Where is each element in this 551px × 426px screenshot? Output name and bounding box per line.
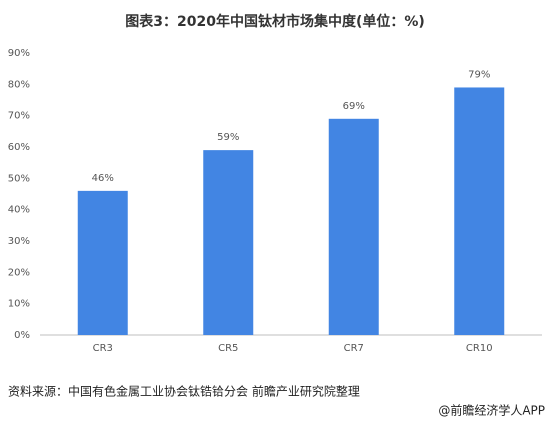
bar	[454, 87, 505, 335]
y-tick-label: 80%	[8, 79, 30, 90]
chart-title: 图表3：2020年中国钛材市场集中度(单位：%)	[125, 13, 425, 30]
y-tick-label: 30%	[8, 236, 30, 247]
value-label: 79%	[468, 69, 490, 80]
x-tick-label: CR7	[344, 343, 364, 354]
value-label: 59%	[217, 132, 239, 143]
x-tick-label: CR10	[466, 343, 493, 354]
y-tick-label: 40%	[8, 205, 30, 216]
bar	[328, 118, 379, 335]
x-tick-label: CR5	[218, 343, 238, 354]
value-label: 69%	[343, 101, 365, 112]
bar	[203, 150, 254, 335]
y-tick-label: 20%	[8, 267, 30, 278]
y-tick-label: 0%	[14, 330, 30, 341]
y-tick-label: 60%	[8, 142, 30, 153]
source: 资料来源：中国有色金属工业协会钛锆铪分会 前瞻产业研究院整理	[8, 384, 360, 399]
y-tick-label: 90%	[8, 48, 30, 59]
footer: @前瞻经济学人APP	[438, 403, 545, 418]
bar	[77, 190, 128, 335]
y-tick-label: 50%	[8, 173, 30, 184]
y-tick-label: 10%	[8, 299, 30, 310]
x-tick-label: CR3	[93, 343, 113, 354]
value-label: 46%	[92, 173, 114, 184]
y-tick-label: 70%	[8, 111, 30, 122]
